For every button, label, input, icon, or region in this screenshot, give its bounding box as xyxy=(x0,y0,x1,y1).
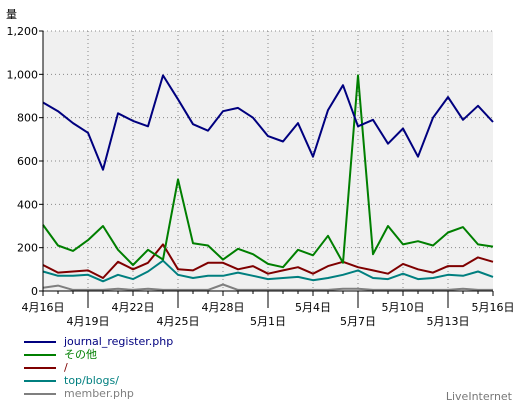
y-tick-label: 800 xyxy=(17,112,38,125)
legend-label: journal_register.php xyxy=(64,335,174,348)
legend: journal_register.php その他 / top/blogs/member… xyxy=(24,335,173,400)
series-line xyxy=(42,283,493,291)
legend-label: その他 xyxy=(64,348,97,361)
y-tick-label: 0 xyxy=(31,285,38,298)
legend-item: top/blogs/ xyxy=(24,374,173,387)
legend-swatch xyxy=(24,366,56,369)
axis-ticks: 0 200 400 600 800 1,000 1,200 4月16日 4月22日 4月28日 5月… xyxy=(7,25,515,328)
y-tick-label: 400 xyxy=(17,198,38,211)
legend-item: member.php xyxy=(24,387,173,400)
x-tick-label: 5月16日 xyxy=(472,301,515,314)
x-tick-label: 4月22日 xyxy=(112,301,155,314)
series-line xyxy=(42,74,494,269)
legend-item: その他 xyxy=(24,348,173,361)
legend-item: / xyxy=(24,361,173,374)
y-tick-label: 1,000 xyxy=(7,68,39,81)
x-tick-label: 5月10日 xyxy=(382,301,425,314)
x-tick-label: 4月28日 xyxy=(202,301,245,314)
y-tick-label: 1,200 xyxy=(7,25,39,38)
series-line xyxy=(42,74,494,171)
legend-swatch xyxy=(24,340,56,343)
legend-item: journal_register.php xyxy=(24,335,173,348)
x-tick-label: 4月19日 xyxy=(67,315,110,328)
y-tick-label: 600 xyxy=(17,155,38,168)
x-tick-label: 5月1日 xyxy=(250,315,286,328)
x-tick-label: 4月25日 xyxy=(157,315,200,328)
legend-swatch xyxy=(24,379,56,382)
y-tick-label: 200 xyxy=(17,242,38,255)
grid xyxy=(43,30,493,291)
x-tick-label: 5月4日 xyxy=(295,301,331,314)
legend-label: / xyxy=(64,361,68,374)
legend-label: top/blogs/ xyxy=(64,374,119,387)
x-tick-label: 5月7日 xyxy=(340,315,376,328)
legend-label: member.php xyxy=(64,387,134,400)
x-tick-label: 5月13日 xyxy=(427,315,470,328)
axes xyxy=(42,31,493,292)
series-lines xyxy=(42,74,494,291)
line-chart: 0 200 400 600 800 1,000 1,200 4月16日 4月22日 4月28日 5月… xyxy=(6,8,515,328)
series-line xyxy=(42,259,494,283)
series-line xyxy=(42,243,494,279)
y-axis-label: 量 xyxy=(6,8,17,21)
x-tick-label: 4月16日 xyxy=(22,301,65,314)
legend-swatch xyxy=(24,392,56,395)
watermark: LiveInternet xyxy=(445,390,512,403)
legend-swatch xyxy=(24,353,56,356)
